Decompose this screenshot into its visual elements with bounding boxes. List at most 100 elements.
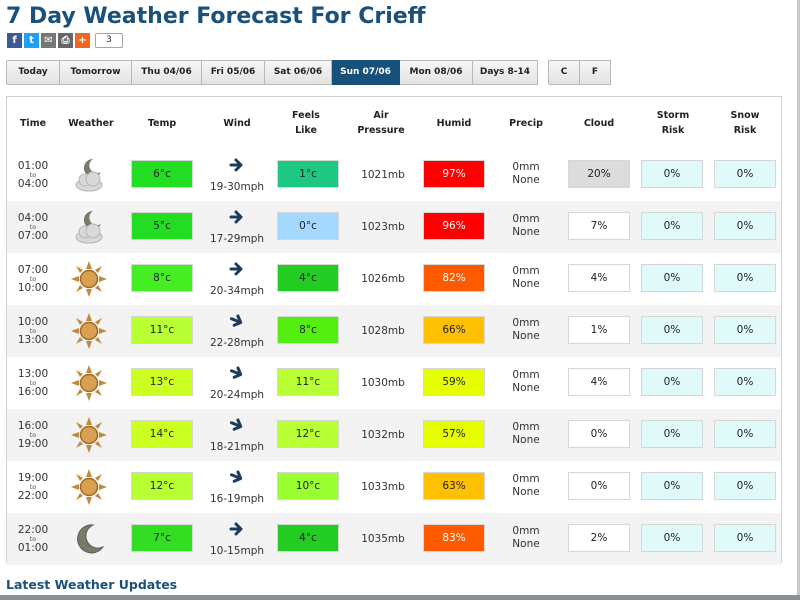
snow-risk-cell: 0% (714, 524, 776, 552)
wind-speed: 10-15mph (209, 545, 265, 557)
snow-risk-cell: 0% (714, 212, 776, 240)
humidity-cell: 59% (423, 368, 485, 396)
time-from: 13:00 (17, 367, 49, 380)
feels-like-cell: 4°c (277, 524, 339, 552)
air-pressure-cell: 1032mb (361, 429, 405, 441)
header-air-pressure: Air Pressure (357, 110, 405, 136)
precip-amount: 0mm (512, 317, 540, 329)
cloud-cell: 20% (568, 160, 630, 188)
humidity-cell: 63% (423, 472, 485, 500)
time-from: 04:00 (17, 211, 49, 224)
sun-icon (69, 467, 109, 507)
air-pressure-cell: 1035mb (361, 533, 405, 545)
tab-tomorrow[interactable]: Tomorrow (60, 60, 132, 85)
feels-like-cell: 12°c (277, 420, 339, 448)
table-row: 19:00 to 22:00 12°c 16-19mph 10°c 1033mb 63% 0mm… (7, 461, 781, 513)
header-temp: Temp (147, 117, 177, 129)
time-range: 07:00 to 10:00 (7, 253, 59, 305)
temp-cell: 13°c (131, 368, 193, 396)
table-header: Time Weather Temp Wind Feels Like Air Pr… (7, 97, 781, 149)
humidity-cell: 96% (423, 212, 485, 240)
temp-cell: 14°c (131, 420, 193, 448)
precip-type: None (512, 278, 540, 290)
precip-amount: 0mm (512, 161, 540, 173)
header-snow-risk: Snow Risk (730, 110, 760, 136)
header-precip: Precip (509, 117, 543, 129)
cloudy-night-icon (69, 155, 109, 195)
moon-icon (69, 519, 109, 559)
header-feels-like: Feels Like (292, 110, 320, 136)
more-share-icon[interactable]: + (75, 32, 90, 48)
wind-direction-icon (229, 521, 245, 537)
day-tabs: Today Tomorrow Thu 04/06 Fri 05/06 Sat 0… (6, 60, 538, 85)
precip-amount: 0mm (512, 213, 540, 225)
precip-cell: 0mm None (495, 420, 557, 448)
table-row: 01:00 to 04:00 6°c 19-30mph 1°c 1021mb 97% 0mm No… (7, 149, 781, 201)
time-until: 22:00 (17, 489, 49, 502)
tab-thu[interactable]: Thu 04/06 (132, 60, 202, 85)
tab-today[interactable]: Today (6, 60, 60, 85)
snow-risk-cell: 0% (714, 420, 776, 448)
tab-mon[interactable]: Mon 08/06 (400, 60, 473, 85)
precip-cell: 0mm None (495, 264, 557, 292)
wind-direction-icon (229, 261, 245, 277)
twitter-icon[interactable]: t (24, 32, 39, 48)
wind-cell: 20-34mph (203, 259, 271, 301)
share-bar: f t ✉ ⎙ + 3 (7, 32, 123, 48)
air-pressure-cell: 1021mb (361, 169, 405, 181)
wind-cell: 20-24mph (203, 363, 271, 405)
time-range: 16:00 to 19:00 (7, 409, 59, 461)
tab-days-8-14[interactable]: Days 8-14 (473, 60, 538, 85)
unit-fahrenheit-button[interactable]: F (580, 60, 611, 85)
cloud-cell: 4% (568, 368, 630, 396)
page-title: 7 Day Weather Forecast For Crieff (6, 4, 426, 29)
time-until: 16:00 (17, 385, 49, 398)
cloud-cell: 2% (568, 524, 630, 552)
feels-like-cell: 11°c (277, 368, 339, 396)
precip-cell: 0mm None (495, 524, 557, 552)
latest-weather-updates-heading[interactable]: Latest Weather Updates (6, 577, 178, 592)
print-icon[interactable]: ⎙ (58, 32, 73, 48)
time-to-label: to (29, 378, 37, 387)
time-to-label: to (29, 274, 37, 283)
unit-celsius-button[interactable]: C (548, 60, 580, 85)
snow-risk-cell: 0% (714, 316, 776, 344)
sun-icon (69, 363, 109, 403)
forecast-table: Time Weather Temp Wind Feels Like Air Pr… (6, 96, 782, 565)
temp-cell: 5°c (131, 212, 193, 240)
precip-cell: 0mm None (495, 368, 557, 396)
precip-amount: 0mm (512, 421, 540, 433)
bottom-bar (0, 595, 800, 600)
header-cloud: Cloud (583, 117, 615, 129)
temp-cell: 7°c (131, 524, 193, 552)
table-row: 22:00 to 01:00 7°c 10-15mph 4°c 1035mb 83% 0mm No… (7, 513, 781, 565)
humidity-cell: 83% (423, 524, 485, 552)
precip-amount: 0mm (512, 473, 540, 485)
precip-amount: 0mm (512, 265, 540, 277)
tab-sat[interactable]: Sat 06/06 (265, 60, 332, 85)
header-wind: Wind (223, 117, 251, 129)
humidity-cell: 97% (423, 160, 485, 188)
air-pressure-cell: 1023mb (361, 221, 405, 233)
time-from: 16:00 (17, 419, 49, 432)
storm-risk-cell: 0% (641, 264, 703, 292)
wind-speed: 20-24mph (209, 389, 265, 401)
time-range: 04:00 to 07:00 (7, 201, 59, 253)
snow-risk-cell: 0% (714, 368, 776, 396)
time-to-label: to (29, 170, 37, 179)
tab-fri[interactable]: Fri 05/06 (202, 60, 265, 85)
table-row: 10:00 to 13:00 11°c 22-28mph 8°c 1028mb 66% 0mm N… (7, 305, 781, 357)
precip-type: None (512, 330, 540, 342)
wind-speed: 20-34mph (209, 285, 265, 297)
facebook-icon[interactable]: f (7, 32, 22, 48)
header-humid: Humid (436, 117, 472, 129)
wind-speed: 17-29mph (209, 233, 265, 245)
tab-sun[interactable]: Sun 07/06 (332, 60, 400, 85)
wind-speed: 22-28mph (209, 337, 265, 349)
air-pressure-cell: 1030mb (361, 377, 405, 389)
scrollbar[interactable] (797, 0, 800, 595)
wind-direction-icon (229, 157, 245, 173)
temp-cell: 8°c (131, 264, 193, 292)
wind-cell: 17-29mph (203, 207, 271, 249)
email-icon[interactable]: ✉ (41, 32, 56, 48)
